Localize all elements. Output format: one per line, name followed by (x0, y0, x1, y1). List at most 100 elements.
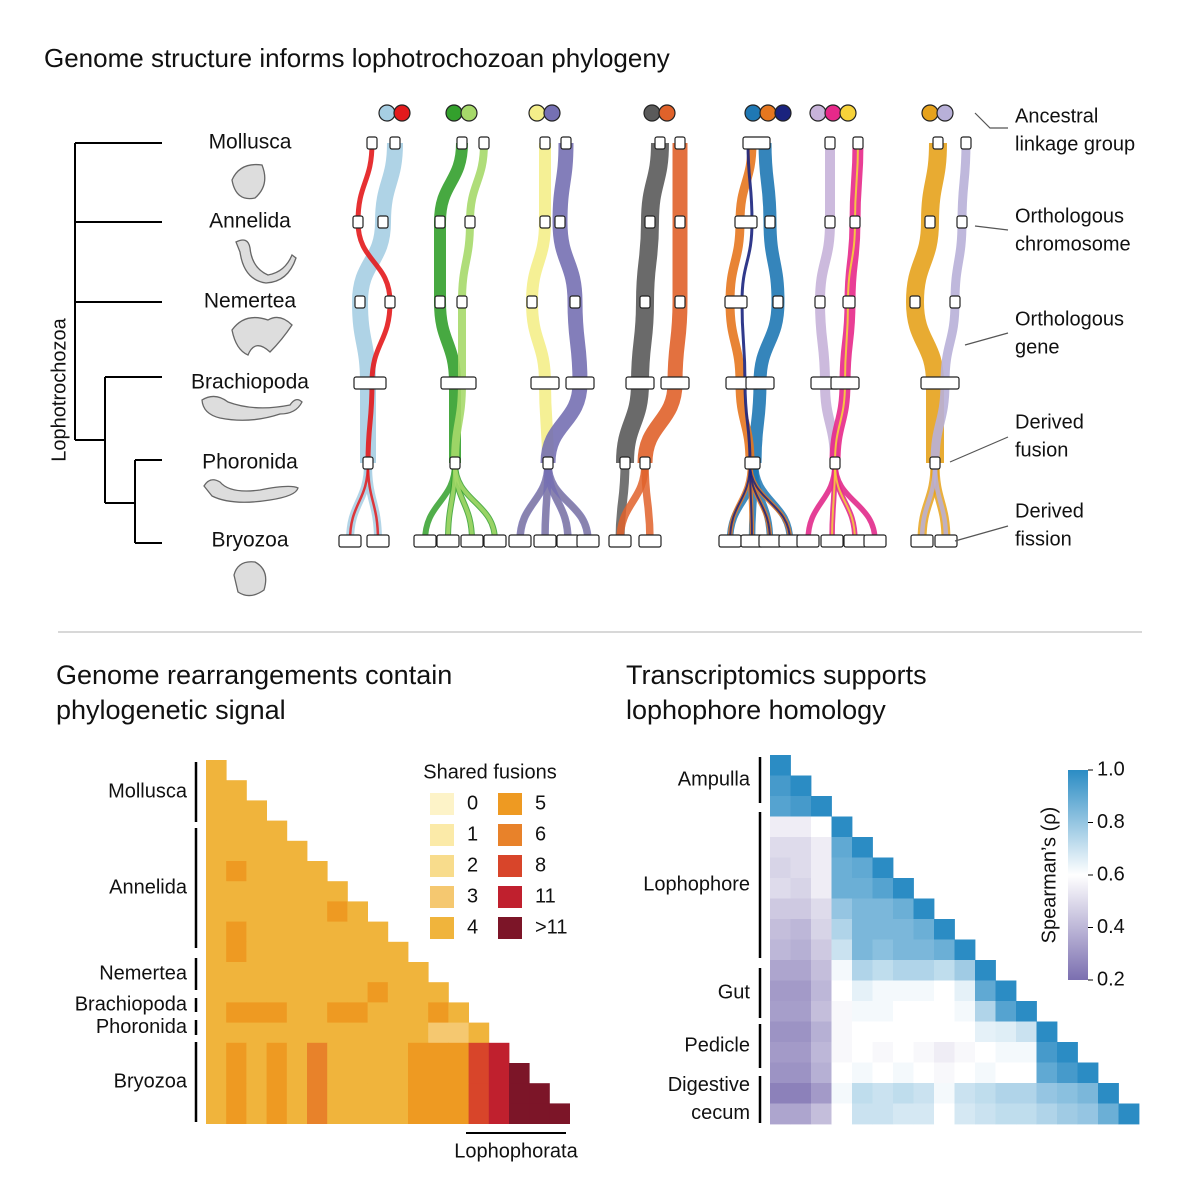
heatmap-cell (428, 1063, 449, 1084)
legend-swatch (430, 855, 454, 877)
ribbon (453, 462, 497, 542)
heatmap-cell (1057, 1062, 1078, 1084)
ribbons (346, 142, 971, 542)
heatmap-cell (206, 941, 227, 963)
chromosome (820, 534, 844, 548)
chromosome (824, 215, 836, 229)
heatmap-cell (770, 919, 791, 940)
leader-lines (949, 112, 1009, 542)
heatmap-cell (387, 1042, 409, 1064)
colorbar-tick-label: 0.4 (1097, 916, 1125, 938)
heatmap-cell (246, 1063, 267, 1084)
heatmap-cell (266, 1083, 288, 1104)
heatmap-cell (811, 1062, 832, 1084)
heatmap-cell (790, 816, 812, 838)
heatmap-cell (266, 1103, 288, 1124)
heatmap-cell (307, 941, 328, 963)
heatmap-cell (852, 878, 873, 899)
heatmap-cell (307, 861, 328, 882)
chromosome (456, 295, 468, 309)
heatmap-cell (1118, 1103, 1140, 1125)
heatmap-cell (872, 898, 894, 920)
heatmap-cell (307, 962, 328, 983)
heatmap-cell (307, 1103, 328, 1124)
heatmap-cell (831, 837, 853, 858)
alg-circle (809, 104, 827, 122)
heatmap-cell (770, 1083, 791, 1104)
heatmap-cell (347, 1083, 368, 1104)
group-label: Ampulla (678, 768, 751, 790)
alg-circle (543, 104, 561, 122)
heatmap-cell (226, 962, 247, 983)
heatmap-cell (852, 1021, 873, 1043)
chromosome (660, 376, 690, 390)
chromosome (625, 376, 655, 390)
chromosome (440, 376, 477, 390)
legend-label: >11 (535, 916, 567, 938)
heatmap-cell (286, 1002, 308, 1023)
legend-swatch (430, 917, 454, 939)
heatmap-cell (226, 1002, 247, 1023)
heatmap-cell (811, 939, 832, 961)
alg-circle (643, 104, 661, 122)
heatmap-cell (893, 898, 914, 920)
heatmap-cell (831, 1021, 853, 1043)
alg-circle (839, 104, 857, 122)
chromosome (772, 295, 784, 309)
heatmap-cell (246, 1042, 267, 1064)
heatmap-cell (246, 982, 267, 1003)
heatmap-cell (408, 1083, 429, 1104)
heatmap-cell (286, 1042, 308, 1064)
heatmap-cell (266, 921, 288, 943)
heatmap-cell (488, 1103, 510, 1124)
heatmap-cell (1077, 1083, 1099, 1104)
annotation: fission (1015, 528, 1072, 550)
heatmap-cell (529, 1103, 550, 1124)
heatmap-cell (913, 919, 935, 940)
heatmap-cell (872, 1062, 894, 1084)
ribbon (834, 142, 859, 464)
heatmap-cell (1036, 1021, 1058, 1043)
chromosome (934, 534, 958, 548)
heatmap-cell (327, 982, 348, 1003)
title: Genome structure informs lophotrochozoan… (44, 43, 670, 73)
heatmap-cell (206, 1042, 227, 1064)
silhouettes (201, 163, 303, 597)
chromosome (734, 215, 758, 229)
heatmap-cell (347, 1002, 368, 1023)
heatmap-cell (872, 1021, 894, 1043)
chromosome (508, 534, 532, 548)
chromosome (366, 534, 390, 548)
heatmap-cell (468, 1083, 490, 1104)
heatmap-cell (529, 1083, 550, 1104)
legend-label: 11 (535, 885, 556, 907)
heatmap-cell (408, 982, 429, 1003)
heatmap-cell (852, 1103, 873, 1125)
chromosome (542, 456, 554, 470)
heatmap-cell (934, 919, 955, 940)
heatmap-cell (266, 1002, 288, 1023)
heatmap-cell (893, 919, 914, 940)
heatmap-cell (852, 1042, 873, 1063)
chromosome (483, 534, 507, 548)
heatmap-cell (327, 941, 348, 963)
legend-swatch (498, 824, 522, 846)
heatmap-cell (307, 982, 328, 1003)
heatmap-cell (468, 1022, 490, 1044)
heatmap-cell (1016, 1001, 1037, 1022)
alg-circle (921, 104, 939, 122)
heatmap-cell (408, 1103, 429, 1124)
heatmap-cell (811, 919, 832, 940)
legend-title: Shared fusions (423, 761, 556, 783)
heatmap-cell (488, 1042, 510, 1064)
linkage-diagram (338, 104, 972, 548)
chromosome (413, 534, 437, 548)
alg-circle (936, 104, 954, 122)
heatmap-cell (509, 1083, 530, 1104)
heatmap-cell (327, 1083, 348, 1104)
chromosome (932, 136, 944, 150)
heatmap-cell (913, 1103, 935, 1125)
chromosome (910, 534, 934, 548)
heatmap-cell (206, 840, 227, 862)
heatmap-cell (790, 1042, 812, 1063)
